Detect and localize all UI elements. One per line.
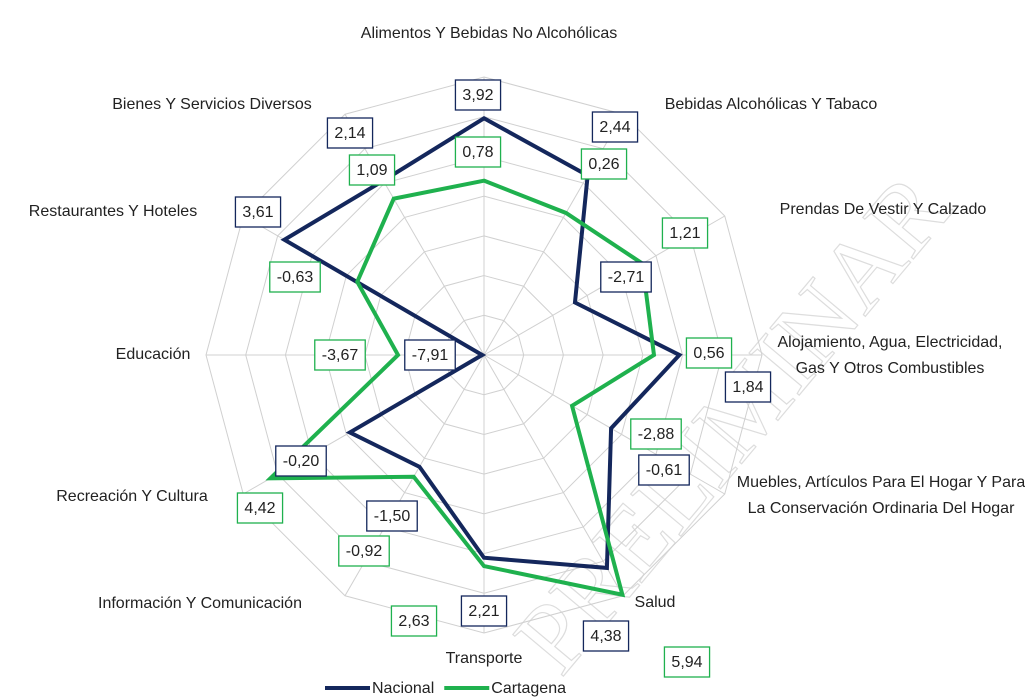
value-label-box xyxy=(390,605,438,637)
value-label-box xyxy=(234,196,282,228)
value-label-text: 0,26 xyxy=(588,156,619,173)
value-label: -1,50 xyxy=(366,500,418,532)
value-label-text: -1,50 xyxy=(374,508,411,525)
category-label: Alimentos Y Bebidas No Alcohólicas xyxy=(360,25,618,42)
category-label: Muebles, Artículos Para El Hogar Y Para … xyxy=(736,474,1025,517)
value-label: 2,14 xyxy=(326,117,374,149)
value-label: 2,44 xyxy=(591,111,639,143)
value-label: 0,26 xyxy=(580,148,628,180)
value-label-box xyxy=(404,339,456,371)
value-label: -0,20 xyxy=(275,445,327,477)
value-label-text: 5,94 xyxy=(671,654,702,671)
value-label: 0,56 xyxy=(685,337,733,369)
category-label: Recreación Y Cultura xyxy=(56,488,208,505)
value-label: -0,63 xyxy=(269,261,321,293)
value-label-text: -7,91 xyxy=(412,347,449,364)
value-label-box xyxy=(580,148,628,180)
value-label: 3,61 xyxy=(234,196,282,228)
value-label-box xyxy=(591,111,639,143)
value-label-text: -0,63 xyxy=(277,269,314,286)
value-label-text: 1,84 xyxy=(732,379,763,396)
value-label-text: -0,20 xyxy=(283,453,320,470)
category-label: Información Y Comunicación xyxy=(98,595,302,612)
value-label-text: -0,92 xyxy=(346,543,383,560)
value-label-text: 2,14 xyxy=(334,125,365,142)
category-label: Alojamiento, Agua, Electricidad, Gas Y O… xyxy=(777,334,1003,377)
value-label-box xyxy=(685,337,733,369)
value-label-box xyxy=(638,454,690,486)
value-label-text: 0,56 xyxy=(693,345,724,362)
value-label: 1,09 xyxy=(348,154,396,186)
value-label-text: -2,88 xyxy=(638,426,675,443)
value-label-box xyxy=(314,339,366,371)
value-label: 1,84 xyxy=(724,371,772,403)
value-label: -3,67 xyxy=(314,339,366,371)
category-label: Bebidas Alcohólicas Y Tabaco xyxy=(664,96,878,113)
value-label-box xyxy=(366,500,418,532)
value-label: -0,92 xyxy=(338,535,390,567)
value-label-text: 3,92 xyxy=(462,87,493,104)
value-label-text: 2,44 xyxy=(599,119,630,136)
value-label: 2,63 xyxy=(390,605,438,637)
value-label-box xyxy=(338,535,390,567)
value-label-text: 4,38 xyxy=(590,628,621,645)
value-label-box xyxy=(454,136,502,168)
value-label-text: 3,61 xyxy=(242,204,273,221)
spoke xyxy=(483,354,624,597)
value-label-box xyxy=(724,371,772,403)
value-label: -2,71 xyxy=(600,261,652,293)
value-label: 3,92 xyxy=(454,79,502,111)
value-label: 4,42 xyxy=(236,492,284,524)
value-label-box xyxy=(236,492,284,524)
value-label: 2,21 xyxy=(460,595,508,627)
value-label-text: 0,78 xyxy=(462,144,493,161)
series-line xyxy=(280,115,683,571)
value-label-text: 2,63 xyxy=(398,613,429,630)
value-label-box xyxy=(269,261,321,293)
category-label: Salud xyxy=(634,594,676,611)
value-label-box xyxy=(663,646,711,678)
value-label-text: 1,09 xyxy=(356,162,387,179)
value-label-box xyxy=(661,217,709,249)
value-label: -0,61 xyxy=(638,454,690,486)
value-label-box xyxy=(582,620,630,652)
value-label-text: 2,21 xyxy=(468,603,499,620)
value-label-text: 4,42 xyxy=(244,500,275,517)
value-label-box xyxy=(454,79,502,111)
legend-label: Cartagena xyxy=(491,680,566,697)
value-label: 1,21 xyxy=(661,217,709,249)
value-label-box xyxy=(348,154,396,186)
value-label-box xyxy=(460,595,508,627)
value-label-text: -3,67 xyxy=(322,347,359,364)
category-label: Educación xyxy=(115,346,191,363)
category-label: Prendas De Vestir Y Calzado xyxy=(779,201,987,218)
value-label-box xyxy=(275,445,327,477)
value-label-text: 1,21 xyxy=(669,225,700,242)
value-label-box xyxy=(326,117,374,149)
category-label: Bienes Y Servicios Diversos xyxy=(112,96,312,113)
value-label: 4,38 xyxy=(582,620,630,652)
category-label: Restaurantes Y Hoteles xyxy=(28,203,198,220)
value-label-box xyxy=(630,418,682,450)
category-label: Transporte xyxy=(445,650,523,667)
value-label: 0,78 xyxy=(454,136,502,168)
value-label-box xyxy=(600,261,652,293)
legend-label: Nacional xyxy=(372,680,434,697)
value-label: 5,94 xyxy=(663,646,711,678)
value-label: -2,88 xyxy=(630,418,682,450)
value-label-text: -0,61 xyxy=(646,462,683,479)
watermark: PRELIMINAR xyxy=(493,153,971,693)
value-label: -7,91 xyxy=(404,339,456,371)
value-label-text: -2,71 xyxy=(608,269,645,286)
